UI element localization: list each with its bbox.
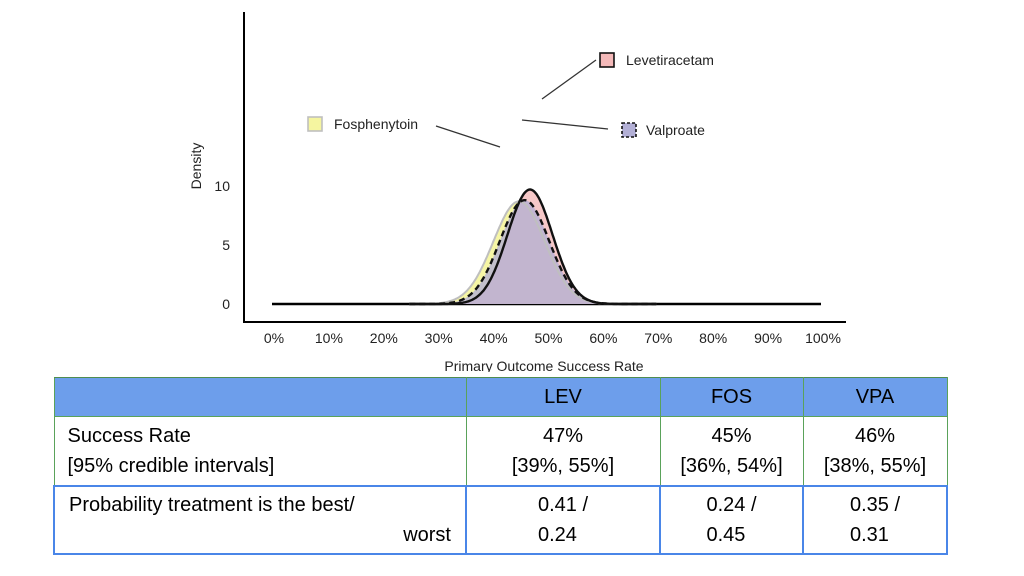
x-tick-label: 10%: [315, 330, 343, 346]
x-tick-label: 70%: [644, 330, 672, 346]
legend-swatch-lev: [599, 52, 615, 68]
cell-value: 46%: [854, 425, 896, 447]
x-tick-label: 50%: [534, 330, 562, 346]
header-cell-lev: LEV: [465, 377, 661, 417]
x-tick-labels: 0% 10% 20% 30% 40% 50% 60% 70% 80% 90% 100%: [264, 330, 841, 346]
header-cell-fos: FOS: [659, 377, 804, 417]
density-area-vpa: [409, 200, 657, 304]
header-cell-empty: [53, 377, 467, 417]
row-label-line: Success Rate: [67, 425, 191, 447]
x-tick-label: 30%: [425, 330, 453, 346]
header-cell-vpa: VPA: [802, 377, 948, 417]
row-label-probability: Probability treatment is the best/ worst: [53, 485, 467, 555]
results-table: LEV FOS VPA Success Rate [95% credible i…: [53, 377, 948, 555]
legend-leader-fos: [435, 125, 501, 148]
legend-label-fos: Fosphenytoin: [334, 116, 418, 132]
x-tick-label: 40%: [480, 330, 508, 346]
cell-best: 0.35 /: [849, 494, 901, 516]
legend-label-lev: Levetiracetam: [626, 52, 714, 68]
cell-worst: 0.45: [706, 524, 746, 546]
row-label-success-rate: Success Rate [95% credible intervals]: [53, 416, 467, 486]
cell-block: 0.24 / 0.45: [706, 490, 756, 550]
legend-leader-lev: [541, 59, 597, 100]
legend-swatch-vpa: [621, 122, 637, 138]
cell-vpa-probability: 0.35 / 0.31: [802, 485, 948, 555]
cell-interval: [39%, 55%]: [511, 455, 615, 477]
x-tick-label: 0%: [264, 330, 284, 346]
y-tick-label: 10: [214, 178, 230, 194]
density-chart: 0% 10% 20% 30% 40% 50% 60% 70% 80% 90% 100% 0 5 10 L…: [188, 12, 846, 372]
cell-interval: [38%, 55%]: [823, 455, 927, 477]
cell-best: 0.41 /: [537, 494, 589, 516]
legend-label-vpa: Valproate: [646, 122, 705, 138]
cell-block: 0.35 / 0.31: [850, 490, 900, 550]
x-tick-label: 100%: [805, 330, 841, 346]
cell-value: 47%: [542, 425, 584, 447]
x-tick-label: 80%: [699, 330, 727, 346]
table-header-row: LEV FOS VPA: [53, 377, 948, 417]
cell-interval: [36%, 54%]: [680, 455, 783, 477]
density-curves: [409, 188, 657, 306]
y-tick-label: 5: [222, 237, 230, 253]
x-tick-label: 20%: [370, 330, 398, 346]
y-axis-label: Density: [188, 143, 204, 190]
x-tick-label: 90%: [754, 330, 782, 346]
cell-lev-probability: 0.41 / 0.24: [465, 485, 661, 555]
y-tick-labels: 0 5 10: [214, 178, 230, 312]
y-tick-label: 0: [222, 296, 230, 312]
chart-legend: Levetiracetam Valproate Fosphenytoin: [307, 52, 714, 148]
x-axis-label: Primary Outcome Success Rate: [444, 358, 643, 372]
cell-lev-success-rate: 47% [39%, 55%]: [465, 416, 661, 486]
cell-vpa-success-rate: 46% [38%, 55%]: [802, 416, 948, 486]
row-label-line: Probability treatment is the best/: [69, 494, 355, 516]
row-label-line: [95% credible intervals]: [67, 455, 275, 477]
legend-leader-vpa: [521, 119, 609, 130]
table-row-success-rate: Success Rate [95% credible intervals] 47…: [53, 416, 948, 486]
cell-block: 0.41 / 0.24: [538, 490, 588, 550]
cell-value: 45%: [711, 425, 752, 447]
cell-best: 0.24 /: [706, 494, 757, 516]
table-row-probability: Probability treatment is the best/ worst…: [53, 485, 948, 555]
x-tick-label: 60%: [589, 330, 617, 346]
cell-fos-probability: 0.24 / 0.45: [659, 485, 804, 555]
row-label-line: worst: [403, 524, 451, 546]
cell-fos-success-rate: 45% [36%, 54%]: [659, 416, 804, 486]
legend-swatch-fos: [307, 116, 323, 132]
cell-worst: 0.31: [849, 524, 889, 546]
density-line-vpa: [409, 199, 657, 306]
cell-worst: 0.24: [537, 524, 577, 546]
